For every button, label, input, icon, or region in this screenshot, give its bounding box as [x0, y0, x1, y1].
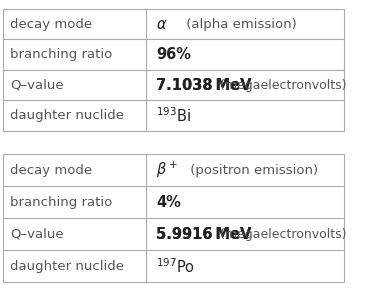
Text: Q–value: Q–value [10, 228, 64, 241]
Text: 96%: 96% [156, 47, 191, 62]
Text: 4%: 4% [156, 195, 181, 210]
Text: (alpha emission): (alpha emission) [182, 17, 297, 31]
Text: decay mode: decay mode [10, 17, 92, 31]
Text: (positron emission): (positron emission) [186, 164, 318, 177]
Text: 7.1038 MeV: 7.1038 MeV [156, 78, 252, 93]
Text: $\beta^+$: $\beta^+$ [156, 160, 178, 180]
Text: daughter nuclide: daughter nuclide [10, 109, 124, 122]
Text: $\alpha$: $\alpha$ [156, 17, 168, 31]
Text: branching ratio: branching ratio [10, 48, 113, 61]
Bar [3, 154, 344, 282]
Text: 7.1038 MeV: 7.1038 MeV [156, 78, 252, 93]
Text: $^{197}$Po: $^{197}$Po [156, 257, 195, 276]
Text: $^{193}$Bi: $^{193}$Bi [156, 106, 191, 125]
Bar [3, 9, 344, 131]
Text: 5.9916 MeV: 5.9916 MeV [156, 227, 252, 242]
Text: (megaelectronvolts): (megaelectronvolts) [212, 228, 346, 241]
Text: branching ratio: branching ratio [10, 196, 113, 209]
Text: decay mode: decay mode [10, 164, 92, 177]
Text: 5.9916 MeV: 5.9916 MeV [156, 227, 252, 242]
Text: Q–value: Q–value [10, 79, 64, 92]
Text: (megaelectronvolts): (megaelectronvolts) [212, 79, 346, 92]
Text: daughter nuclide: daughter nuclide [10, 260, 124, 273]
